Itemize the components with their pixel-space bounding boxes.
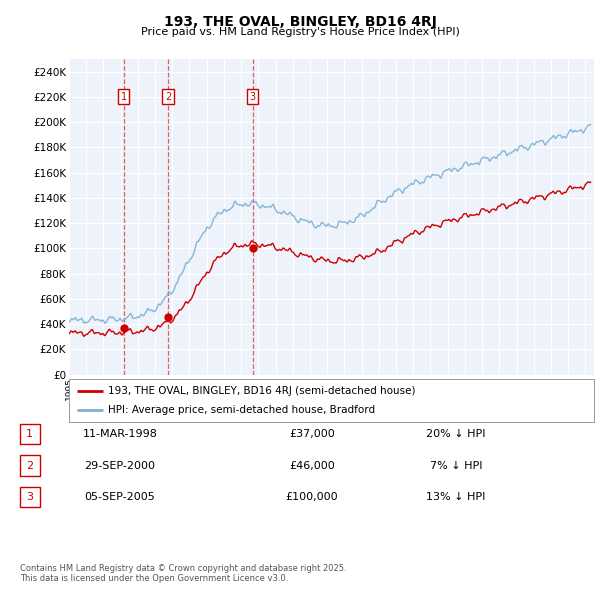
Text: 29-SEP-2000: 29-SEP-2000 [85, 461, 155, 470]
Text: 2: 2 [165, 92, 171, 102]
Text: 20% ↓ HPI: 20% ↓ HPI [426, 429, 486, 438]
Text: 7% ↓ HPI: 7% ↓ HPI [430, 461, 482, 470]
Text: 2: 2 [26, 461, 33, 470]
Text: 1: 1 [26, 429, 33, 438]
Text: £100,000: £100,000 [286, 493, 338, 502]
Text: 1: 1 [121, 92, 127, 102]
Text: 193, THE OVAL, BINGLEY, BD16 4RJ: 193, THE OVAL, BINGLEY, BD16 4RJ [164, 15, 436, 29]
Text: £37,000: £37,000 [289, 429, 335, 438]
Text: HPI: Average price, semi-detached house, Bradford: HPI: Average price, semi-detached house,… [109, 405, 376, 415]
Text: 05-SEP-2005: 05-SEP-2005 [85, 493, 155, 502]
Text: £46,000: £46,000 [289, 461, 335, 470]
Text: 13% ↓ HPI: 13% ↓ HPI [427, 493, 485, 502]
Text: Price paid vs. HM Land Registry's House Price Index (HPI): Price paid vs. HM Land Registry's House … [140, 27, 460, 37]
Text: 193, THE OVAL, BINGLEY, BD16 4RJ (semi-detached house): 193, THE OVAL, BINGLEY, BD16 4RJ (semi-d… [109, 386, 416, 396]
Text: 3: 3 [250, 92, 256, 102]
Text: 11-MAR-1998: 11-MAR-1998 [83, 429, 157, 438]
Text: 3: 3 [26, 493, 33, 502]
Text: Contains HM Land Registry data © Crown copyright and database right 2025.
This d: Contains HM Land Registry data © Crown c… [20, 563, 346, 583]
